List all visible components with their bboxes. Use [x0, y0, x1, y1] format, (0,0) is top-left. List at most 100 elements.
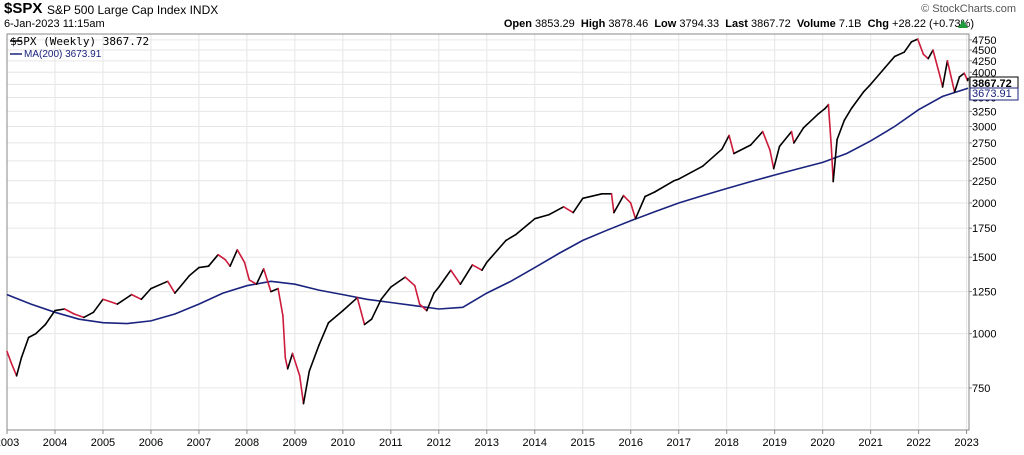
- price-segment: [793, 127, 805, 144]
- price-segment: [533, 213, 551, 220]
- price-segment: [769, 149, 775, 170]
- price-segment: [562, 206, 575, 214]
- quote-datetime: 6-Jan-2023 11:15am: [4, 18, 105, 30]
- legend-ma-label: MA(200) 3673.91: [24, 49, 102, 60]
- x-tick-label: 2018: [714, 437, 738, 449]
- price-segment: [790, 130, 795, 144]
- price-segment: [721, 134, 730, 150]
- price-segment: [248, 279, 258, 286]
- price-segment: [298, 374, 305, 405]
- price-segment: [188, 266, 200, 277]
- price-segment: [380, 286, 392, 301]
- x-tick-label: 2022: [906, 437, 930, 449]
- price-segment: [140, 287, 152, 301]
- price-segment: [449, 269, 462, 286]
- price-segment: [843, 107, 853, 122]
- price-segment: [370, 298, 383, 321]
- price-segment: [677, 165, 704, 180]
- brand-watermark[interactable]: © StockCharts.com: [921, 3, 1016, 15]
- price-segment: [166, 280, 176, 294]
- chart-grid: [6, 34, 969, 430]
- index-name: S&P 500 Large Cap Index INDX: [47, 3, 219, 17]
- price-segment: [459, 264, 474, 286]
- y-tick-label: 4500: [972, 45, 996, 57]
- x-tick-label: 2008: [235, 437, 259, 449]
- price-segment: [207, 253, 219, 268]
- price-segment: [198, 265, 210, 269]
- y-tick-label: 1750: [972, 223, 996, 235]
- price-segment: [634, 195, 646, 220]
- price-segment: [673, 178, 680, 182]
- ma-tag: 3673.91: [969, 87, 1019, 101]
- price-segment: [869, 66, 886, 86]
- change-value: +28.22 (+0.73%): [892, 18, 974, 30]
- price-segment: [224, 258, 231, 268]
- price-segment: [63, 308, 75, 315]
- price-segment: [270, 287, 279, 293]
- y-tick-label: 3250: [972, 106, 996, 118]
- price-segment: [404, 276, 416, 287]
- price-segment: [418, 303, 428, 312]
- x-tick-label: 2019: [762, 437, 786, 449]
- price-segment: [302, 370, 311, 405]
- price-segment: [778, 130, 793, 148]
- price-segment: [572, 197, 584, 214]
- price-segment: [761, 130, 771, 151]
- x-tick-label: 2020: [810, 437, 834, 449]
- y-tick-label: 1500: [972, 252, 996, 264]
- price-segment: [356, 296, 366, 326]
- legend-price-label: $SPX (Weekly) 3867.72: [10, 35, 149, 48]
- x-tick-label: 2012: [427, 437, 451, 449]
- price-segment: [529, 217, 536, 224]
- price-segment: [836, 119, 846, 141]
- price-segment: [733, 144, 752, 155]
- price-segment: [27, 332, 37, 339]
- price-segment: [425, 292, 435, 312]
- price-segment: [910, 38, 919, 43]
- price-segment: [701, 148, 723, 167]
- price-segment: [629, 202, 637, 220]
- price-segment: [389, 276, 407, 288]
- price-segment: [941, 59, 949, 88]
- price-segment: [903, 41, 913, 54]
- price-segment: [916, 38, 925, 56]
- price-segment: [174, 274, 191, 294]
- volume-value: 7.1B: [838, 18, 862, 30]
- y-tick-label: 1000: [972, 329, 996, 341]
- price-segment: [284, 356, 289, 370]
- x-tick-label: 2023: [954, 437, 978, 449]
- x-tick-label: 2003: [0, 437, 19, 449]
- y-tick-label: 2750: [972, 138, 996, 150]
- last-value: 3867.72: [750, 18, 791, 30]
- price-segment: [15, 356, 23, 377]
- y-tick-label: 4250: [972, 56, 996, 68]
- price-segment: [243, 261, 251, 281]
- x-tick-label: 2005: [91, 437, 115, 449]
- price-segment: [884, 55, 896, 69]
- x-tick-label: 2013: [475, 437, 499, 449]
- high-value: 3878.46: [608, 18, 649, 30]
- price-segment: [291, 352, 301, 377]
- price-segment: [327, 309, 344, 324]
- price-segment: [953, 76, 961, 93]
- x-tick-label: 2015: [571, 437, 595, 449]
- price-segment: [83, 311, 95, 319]
- price-segment: [772, 145, 781, 170]
- price-segment: [433, 286, 440, 294]
- price-segment: [413, 284, 421, 305]
- price-segment: [130, 293, 143, 301]
- low-value: 3794.33: [679, 18, 720, 30]
- price-segment: [282, 314, 287, 359]
- x-tick-label: 2016: [618, 437, 642, 449]
- price-segment: [850, 91, 865, 110]
- price-segment: [485, 239, 507, 264]
- quote-summary: Open 3853.29 High 3878.46 Low 3794.33 La…: [503, 18, 974, 30]
- price-segment: [217, 253, 227, 261]
- price-segment: [548, 206, 565, 216]
- price-segment: [832, 138, 838, 183]
- y-tick-label: 2000: [972, 198, 996, 210]
- price-segment: [581, 193, 603, 200]
- x-tick-label: 2010: [331, 437, 355, 449]
- price-segment: [830, 145, 835, 183]
- y-tick-label: 4750: [972, 35, 996, 47]
